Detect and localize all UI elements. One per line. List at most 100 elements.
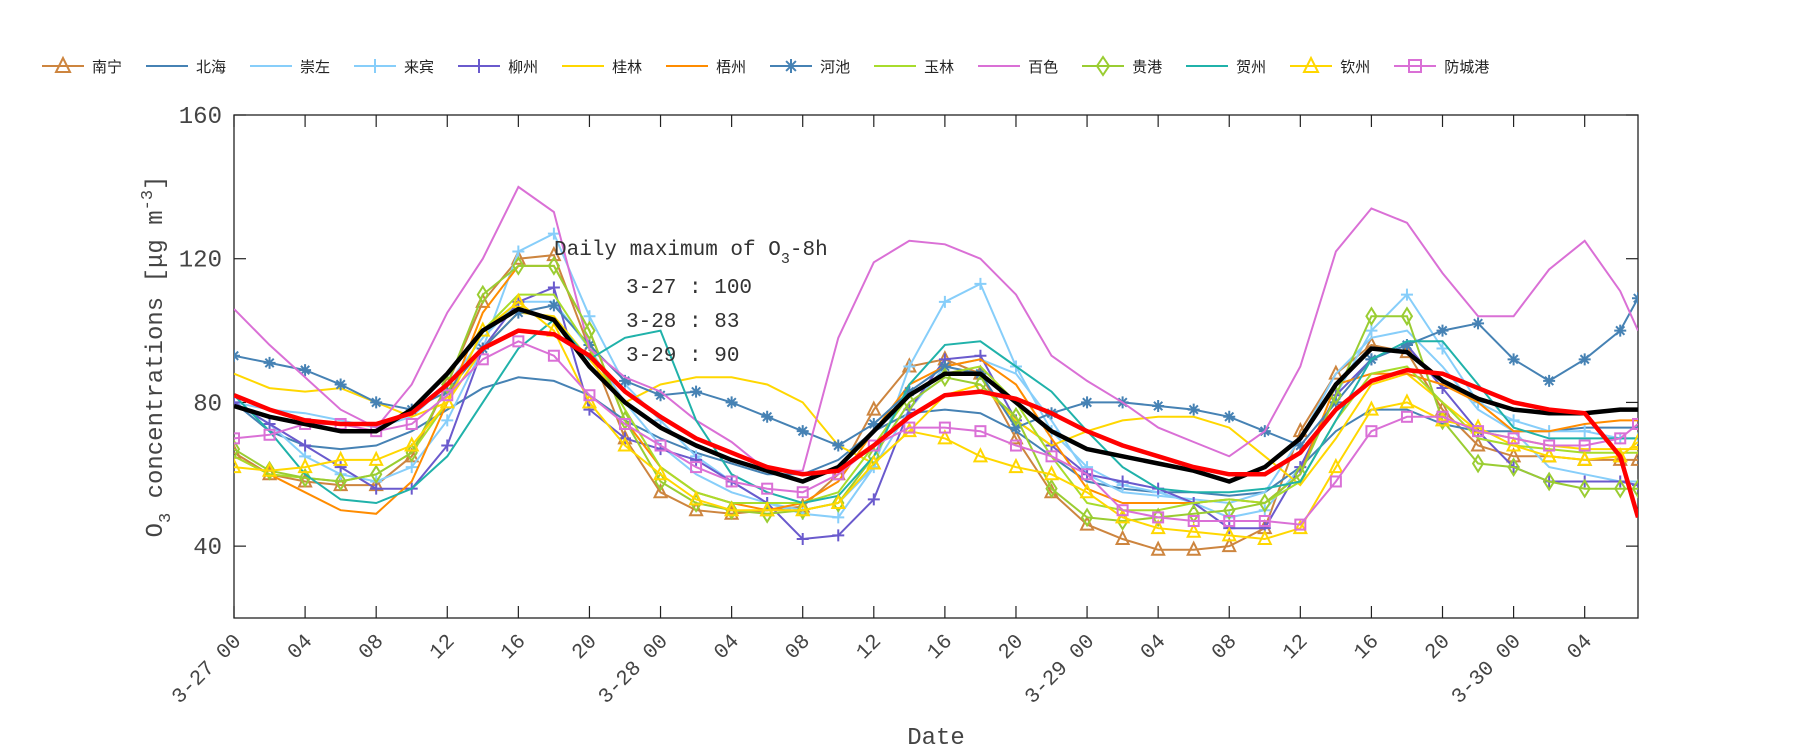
legend-label: 桂林 xyxy=(612,57,643,76)
legend-item: 梧州 xyxy=(664,54,746,78)
triangle-marker xyxy=(1328,457,1344,474)
plus-marker xyxy=(903,360,916,373)
legend-label: 北海 xyxy=(196,57,227,76)
plus-marker xyxy=(867,493,880,506)
triangle-marker xyxy=(439,393,455,409)
plus-marker xyxy=(796,532,809,545)
triangle-marker xyxy=(1079,515,1095,531)
series-line xyxy=(234,340,1638,526)
triangle-marker xyxy=(724,500,740,517)
asterisk-marker xyxy=(299,364,312,377)
plus-marker xyxy=(368,59,383,73)
triangle-marker xyxy=(1150,518,1166,535)
plus-marker xyxy=(832,511,845,524)
annotation-title-text: Daily maximum of O xyxy=(554,239,781,262)
triangle-marker xyxy=(1008,457,1024,474)
plus-marker xyxy=(370,482,383,495)
plus-marker xyxy=(832,529,845,542)
triangle-marker xyxy=(1630,432,1638,448)
annotation-line: 3-28 : 83 xyxy=(626,311,739,334)
square-marker xyxy=(796,486,809,499)
plus-marker xyxy=(1436,342,1449,355)
asterisk-marker xyxy=(796,425,809,438)
square-marker xyxy=(1632,417,1638,430)
series-北海 xyxy=(234,376,1638,497)
diamond-marker xyxy=(725,500,738,521)
triangle-marker xyxy=(1257,529,1273,545)
square-marker xyxy=(974,425,987,438)
triangle-marker xyxy=(234,457,242,474)
diamond-marker xyxy=(1471,453,1485,474)
legend-item: 北海 xyxy=(144,54,226,78)
legend-swatch xyxy=(1186,65,1229,67)
square-marker xyxy=(1543,439,1556,452)
legend-label: 贺州 xyxy=(1236,57,1267,76)
plus-marker xyxy=(1365,324,1378,337)
square-marker xyxy=(1400,410,1413,423)
square-marker xyxy=(618,417,631,430)
triangle-marker xyxy=(1292,518,1308,535)
plus-marker xyxy=(1116,475,1129,488)
triangle-marker xyxy=(404,436,420,452)
legend-item: 贺州 xyxy=(1184,54,1266,78)
asterisk-marker xyxy=(334,378,347,391)
plus-marker xyxy=(405,461,418,474)
legend-item: 百色 xyxy=(976,54,1058,78)
x-tick-label: 3-28 00 xyxy=(595,631,674,710)
triangle-marker xyxy=(866,400,882,416)
diamond-marker xyxy=(1009,406,1023,427)
triangle-marker xyxy=(1577,450,1593,466)
square-marker xyxy=(1009,439,1022,452)
square-marker xyxy=(512,335,525,348)
series-line xyxy=(234,376,1638,497)
asterisk-marker xyxy=(938,360,951,373)
legend-item: 防城港 xyxy=(1392,54,1489,78)
y-tick-label: 80 xyxy=(193,391,222,418)
diamond-marker xyxy=(1365,306,1378,327)
triangle-marker xyxy=(866,454,882,470)
x-tick-label: 04 xyxy=(710,631,744,665)
plus-marker xyxy=(334,461,347,474)
triangle-marker xyxy=(1630,450,1638,466)
square-marker xyxy=(725,475,738,488)
diamond-marker xyxy=(334,471,347,492)
legend-label: 玉林 xyxy=(924,57,955,76)
y-axis-label-part: -3 xyxy=(139,190,158,210)
square-marker xyxy=(1436,410,1449,423)
x-tick-label: 08 xyxy=(782,631,816,665)
plus-marker xyxy=(441,439,454,452)
asterisk-marker xyxy=(690,385,703,398)
asterisk-marker xyxy=(1632,292,1638,305)
triangle-marker xyxy=(1079,483,1095,499)
legend-item: 南宁 xyxy=(40,54,122,78)
series-line xyxy=(234,264,1638,523)
legend-item: 来宾 xyxy=(352,54,434,78)
legend: 南宁 北海 崇左 来宾 柳州 桂林 梧州 河池 玉林 百色 贵港 贺州 钦州 防城港 xyxy=(40,52,1511,80)
x-tick-label: 3-27 00 xyxy=(168,631,247,710)
annotation-title-suffix: -8h xyxy=(790,239,828,262)
triangle-marker xyxy=(759,500,775,517)
legend-item: 柳州 xyxy=(456,54,538,78)
plus-marker xyxy=(547,227,560,240)
x-tick-label: 04 xyxy=(1564,631,1598,665)
legend-swatch xyxy=(1394,59,1437,73)
asterisk-marker xyxy=(725,396,738,409)
asterisk-marker xyxy=(1507,353,1520,366)
asterisk-marker xyxy=(1472,317,1485,330)
annotation-title: Daily maximum of O3-8h xyxy=(554,239,828,268)
square-marker xyxy=(263,428,276,441)
triangle-marker xyxy=(652,483,669,499)
plus-marker xyxy=(512,245,525,258)
square-marker xyxy=(1408,59,1423,73)
square-marker xyxy=(1187,514,1200,527)
diamond-marker xyxy=(1080,507,1094,528)
square-marker xyxy=(1045,450,1058,463)
legend-swatch xyxy=(146,65,189,67)
diamond-marker xyxy=(1045,478,1058,499)
legend-swatch xyxy=(250,65,293,67)
plus-marker xyxy=(583,310,596,323)
y-tick-label: 120 xyxy=(179,248,222,275)
series-line xyxy=(234,185,1638,472)
diamond-marker xyxy=(547,256,561,276)
y-axis-label: O3 concentrations [μg m-3] xyxy=(139,176,176,538)
